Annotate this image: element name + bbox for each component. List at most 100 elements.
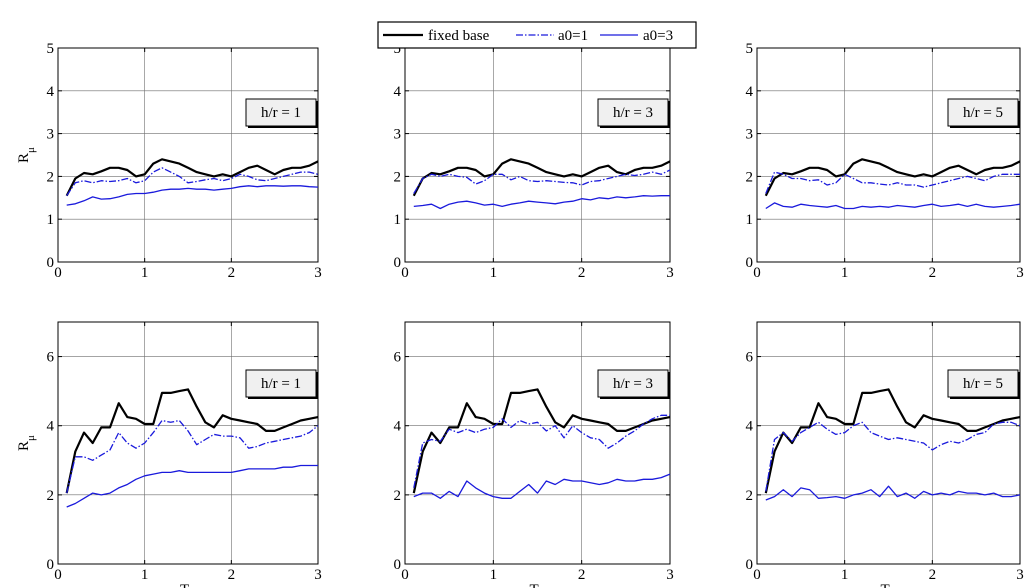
y-tick-label: 0 bbox=[746, 557, 754, 573]
subplot-r0-c1: 0 1 2 3 0 1 2 3 4 5 h/r = 3 bbox=[394, 41, 674, 281]
x-tick-label: 3 bbox=[314, 567, 322, 583]
legend-label-0: fixed base bbox=[428, 28, 490, 44]
y-tick-label: 2 bbox=[746, 488, 754, 504]
y-axis-label-subscript: μ bbox=[25, 147, 37, 153]
x-tick-label: 1 bbox=[141, 567, 149, 583]
series-line-fixed-base bbox=[412, 158, 671, 197]
annotation-box bbox=[245, 98, 317, 127]
y-tick-label: 5 bbox=[394, 41, 402, 57]
axes-frame bbox=[756, 47, 1021, 263]
series-line-a0-1 bbox=[66, 167, 319, 197]
series-line-a0-3 bbox=[66, 464, 318, 508]
x-tick-label: 0 bbox=[54, 567, 62, 583]
series-line-a0-1 bbox=[765, 171, 1020, 194]
series-line-a0-1 bbox=[413, 169, 671, 194]
x-tick-label: 1 bbox=[141, 265, 149, 281]
y-tick-label: 6 bbox=[746, 350, 754, 366]
y-tick-label: 4 bbox=[47, 419, 55, 435]
x-tick-label: 0 bbox=[753, 265, 761, 281]
series-line-a0-3 bbox=[66, 185, 319, 206]
y-tick-label: 0 bbox=[47, 557, 55, 573]
annotation-label: h/r = 3 bbox=[613, 105, 653, 121]
x-axis-label: Tfix bbox=[530, 582, 552, 588]
y-tick-label: 4 bbox=[746, 84, 754, 100]
annotation-label: h/r = 1 bbox=[261, 376, 301, 392]
series-line-a0-3 bbox=[765, 485, 1021, 501]
legend-box bbox=[377, 21, 697, 49]
x-tick-label: 3 bbox=[666, 265, 674, 281]
x-tick-label: 1 bbox=[490, 265, 498, 281]
x-tick-label: 1 bbox=[841, 567, 849, 583]
annotation-box bbox=[947, 369, 1019, 398]
y-tick-label: 4 bbox=[394, 419, 402, 435]
y-tick-label: 2 bbox=[47, 169, 55, 185]
x-tick-label: 3 bbox=[1016, 265, 1024, 281]
y-tick-label: 5 bbox=[47, 41, 55, 57]
subplot-r0-c2: 0 1 2 3 0 1 2 3 4 5 h/r = 5 bbox=[746, 41, 1024, 281]
y-tick-label: 6 bbox=[47, 350, 55, 366]
y-tick-label: 2 bbox=[394, 488, 402, 504]
x-tick-label: 2 bbox=[929, 265, 937, 281]
x-tick-label: 0 bbox=[401, 567, 409, 583]
annotation-label: h/r = 3 bbox=[613, 376, 653, 392]
series-line-a0-3 bbox=[765, 202, 1021, 210]
x-tick-label: 2 bbox=[578, 265, 586, 281]
y-tick-label: 2 bbox=[746, 169, 754, 185]
y-tick-label: 2 bbox=[394, 169, 402, 185]
annotation-box bbox=[245, 369, 317, 398]
y-axis-label: Rμ bbox=[16, 435, 37, 451]
annotation-label: h/r = 1 bbox=[261, 105, 301, 121]
subplot-r1-c2: 0 1 2 3 0 2 4 6 h/r = 5 Tfix bbox=[746, 321, 1024, 588]
axes-frame bbox=[57, 321, 319, 565]
x-tick-label: 3 bbox=[666, 567, 674, 583]
subplot-r1-c0: 0 1 2 3 0 2 4 6 h/r = 1 Rμ Tfix bbox=[16, 321, 322, 588]
x-tick-label: 2 bbox=[929, 567, 937, 583]
legend: fixed base a0=1 a0=3 bbox=[377, 21, 697, 49]
x-tick-label: 3 bbox=[1016, 567, 1024, 583]
y-axis-label: Rμ bbox=[16, 147, 37, 163]
series-line-fixed-base bbox=[764, 158, 1021, 197]
y-tick-label: 5 bbox=[746, 41, 754, 57]
y-tick-label: 0 bbox=[394, 557, 402, 573]
annotation-label: h/r = 5 bbox=[963, 376, 1003, 392]
y-axis-label-subscript: μ bbox=[25, 435, 37, 441]
y-tick-label: 1 bbox=[394, 212, 402, 228]
x-tick-label: 1 bbox=[841, 265, 849, 281]
series-line-fixed-base bbox=[65, 388, 319, 494]
x-tick-label: 0 bbox=[401, 265, 409, 281]
series-line-fixed-base bbox=[764, 388, 1021, 494]
x-tick-label: 2 bbox=[578, 567, 586, 583]
y-tick-label: 4 bbox=[746, 419, 754, 435]
x-tick-label: 1 bbox=[490, 567, 498, 583]
legend-label-1: a0=1 bbox=[558, 28, 588, 44]
y-tick-label: 0 bbox=[746, 255, 754, 271]
subplot-r1-c1: 0 1 2 3 0 2 4 6 h/r = 3 Tfix bbox=[394, 321, 674, 588]
axes-frame bbox=[404, 321, 671, 565]
annotation-label: h/r = 5 bbox=[963, 105, 1003, 121]
y-tick-label: 3 bbox=[746, 127, 754, 143]
x-tick-label: 2 bbox=[228, 567, 236, 583]
series-line-fixed-base bbox=[65, 158, 319, 197]
x-axis-label: Tfix bbox=[180, 582, 202, 588]
y-tick-label: 0 bbox=[394, 255, 402, 271]
y-tick-label: 1 bbox=[746, 212, 754, 228]
series-line-fixed-base bbox=[412, 388, 671, 494]
series-line-a0-1 bbox=[413, 414, 670, 489]
y-tick-label: 3 bbox=[394, 127, 402, 143]
y-tick-label: 2 bbox=[47, 488, 55, 504]
axes-frame bbox=[404, 47, 671, 263]
legend-label-2: a0=3 bbox=[643, 28, 673, 44]
y-tick-label: 6 bbox=[394, 350, 402, 366]
series-line-a0-3 bbox=[413, 195, 670, 210]
x-tick-label: 2 bbox=[228, 265, 236, 281]
x-axis-label: Tfix bbox=[881, 582, 903, 588]
series-line-a0-1 bbox=[765, 421, 1021, 492]
y-tick-label: 0 bbox=[47, 255, 55, 271]
subplot-r0-c0: 0 1 2 3 0 1 2 3 4 5 h/r = 1 Rμ bbox=[16, 41, 322, 281]
annotation-box bbox=[947, 98, 1019, 127]
axes-frame bbox=[756, 321, 1021, 565]
y-tick-label: 4 bbox=[394, 84, 402, 100]
x-tick-label: 3 bbox=[314, 265, 322, 281]
annotation-box bbox=[597, 369, 669, 398]
